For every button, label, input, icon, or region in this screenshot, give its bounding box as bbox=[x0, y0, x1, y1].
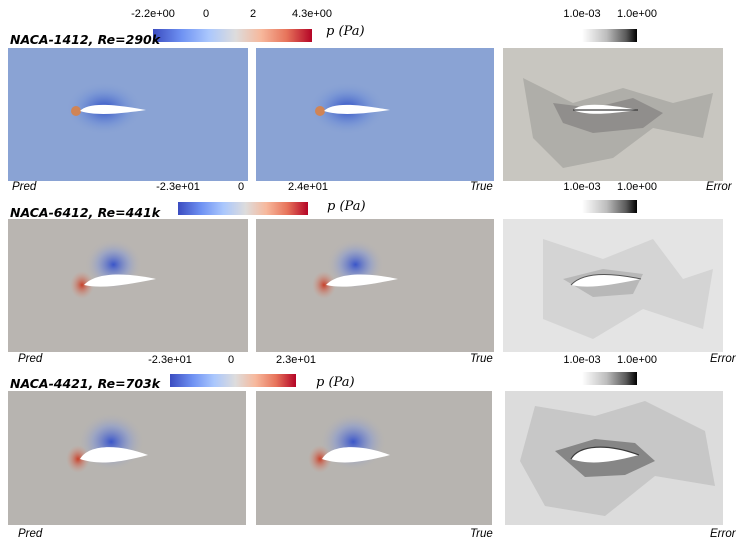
error-field-panel bbox=[503, 48, 723, 181]
pressure-colorbar bbox=[153, 29, 312, 42]
pressure-colorbar bbox=[170, 374, 296, 387]
pred-label: Pred bbox=[18, 528, 43, 540]
true-field-panel bbox=[256, 219, 494, 352]
pressure-colorbar-tick: 0 bbox=[202, 8, 210, 20]
error-colorbar bbox=[582, 200, 637, 213]
error-colorbar-tick: 1.0e-03 bbox=[563, 181, 601, 193]
true-label: True bbox=[470, 528, 493, 540]
case-title: NACA-6412, Re=441k bbox=[10, 205, 161, 220]
error-colorbar-tick: 1.0e+00 bbox=[616, 354, 658, 366]
pressure-colorbar bbox=[178, 202, 308, 215]
error-colorbar-tick: 1.0e+00 bbox=[616, 181, 658, 193]
pressure-colorbar-tick: 2 bbox=[249, 8, 257, 20]
error-colorbar bbox=[582, 372, 637, 385]
pred-field-panel bbox=[8, 219, 248, 352]
case-title: NACA-4421, Re=703k bbox=[10, 376, 161, 391]
error-label: Error bbox=[710, 528, 736, 540]
error-colorbar-tick: 1.0e-03 bbox=[563, 354, 601, 366]
error-field-panel bbox=[505, 391, 723, 525]
pressure-colorbar-tick: -2.3e+01 bbox=[148, 354, 192, 366]
pressure-colorbar-tick: 2.4e+01 bbox=[287, 181, 329, 193]
error-colorbar bbox=[582, 29, 637, 42]
case-row-1: -2.2e+00 0 2 4.3e+00 p (Pa) 1.0e-03 1.0e… bbox=[0, 0, 740, 196]
pressure-unit-label: p (Pa) bbox=[326, 24, 365, 39]
pressure-unit-label: p (Pa) bbox=[316, 375, 355, 390]
true-label: True bbox=[470, 353, 493, 365]
pressure-colorbar-tick: -2.2e+00 bbox=[131, 8, 175, 20]
case-title: NACA-1412, Re=290k bbox=[10, 32, 161, 47]
pressure-colorbar-tick: -2.3e+01 bbox=[156, 181, 200, 193]
error-field-panel bbox=[503, 219, 723, 352]
pressure-colorbar-tick: 2.3e+01 bbox=[275, 354, 317, 366]
pred-field-panel bbox=[8, 391, 246, 525]
true-label: True bbox=[470, 181, 493, 193]
true-field-panel bbox=[256, 48, 494, 181]
case-row-2: -2.3e+01 0 2.4e+01 p (Pa) 1.0e-03 1.0e+0… bbox=[8, 181, 736, 365]
error-label: Error bbox=[706, 181, 732, 193]
error-colorbar-tick: 1.0e-03 bbox=[563, 8, 601, 20]
pressure-colorbar-tick: 4.3e+00 bbox=[291, 8, 333, 20]
error-label: Error bbox=[710, 353, 736, 365]
pressure-colorbar-tick: 0 bbox=[237, 181, 245, 193]
true-field-panel bbox=[256, 391, 492, 525]
pred-label: Pred bbox=[18, 353, 43, 365]
pred-label: Pred bbox=[12, 181, 37, 193]
pressure-unit-label: p (Pa) bbox=[327, 199, 366, 214]
pressure-colorbar-tick: 0 bbox=[227, 354, 235, 366]
error-colorbar-tick: 1.0e+00 bbox=[616, 8, 658, 20]
pred-field-panel bbox=[8, 48, 248, 181]
